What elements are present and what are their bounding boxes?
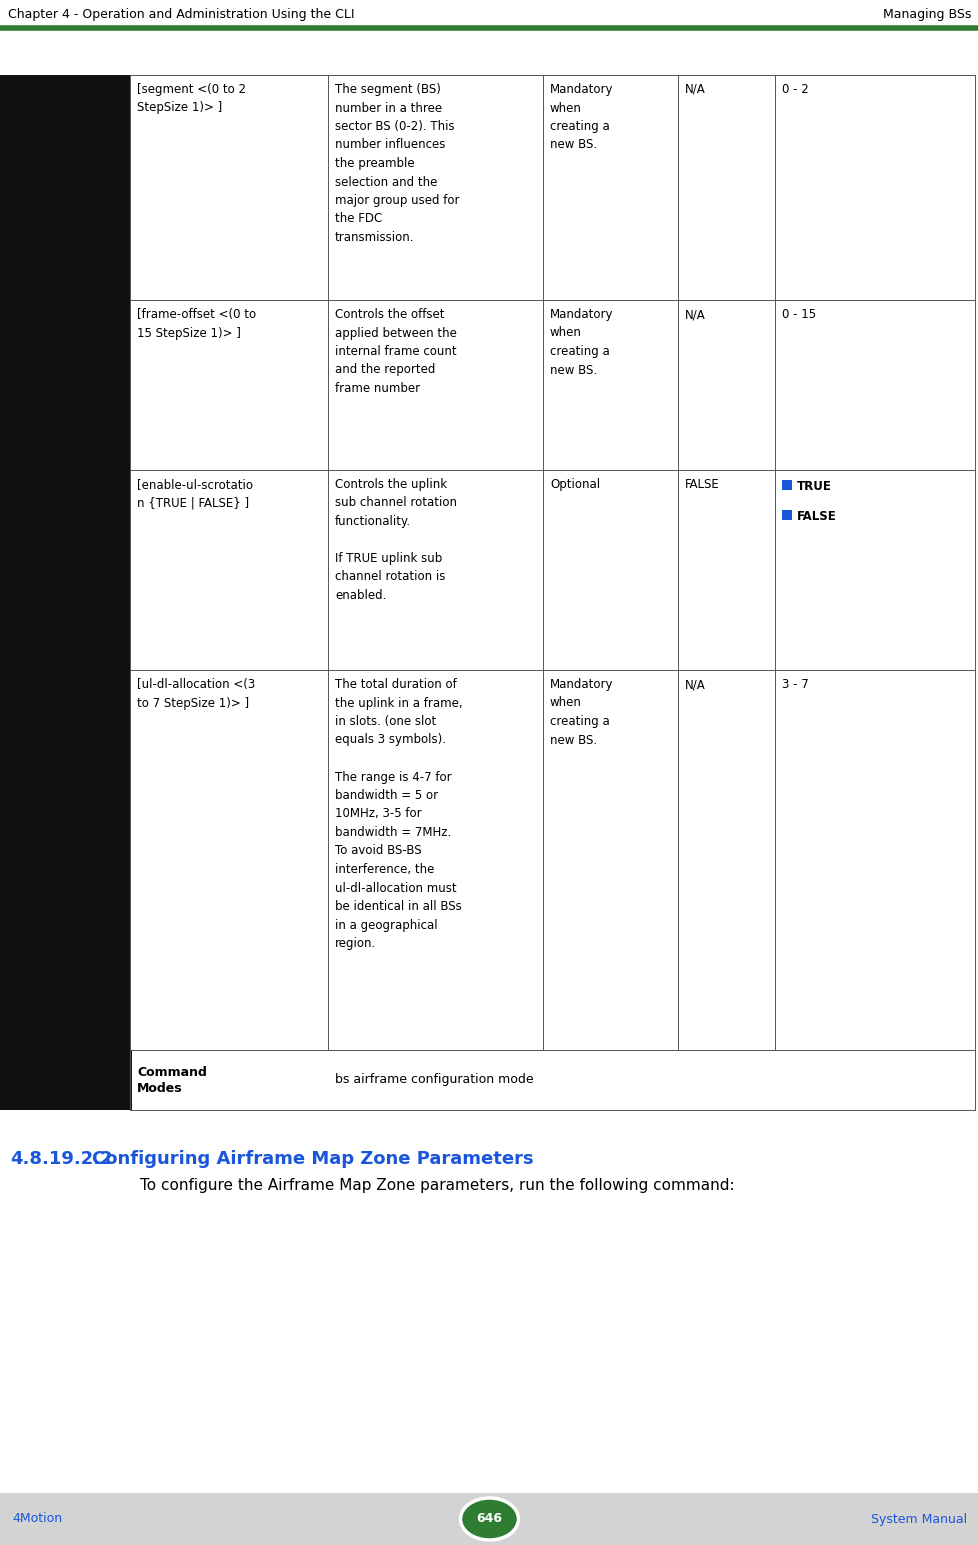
Text: Managing BSs: Managing BSs [882, 8, 970, 22]
Text: N/A: N/A [685, 678, 705, 691]
Bar [0, 1492, 978, 1545]
Ellipse shape [460, 1499, 518, 1540]
Text: Mandatory
when
creating a
new BS.: Mandatory when creating a new BS. [550, 307, 613, 377]
Text: System Manual: System Manual [870, 1513, 966, 1525]
Text: N/A: N/A [685, 83, 705, 96]
Text: Command
Modes: Command Modes [137, 1066, 206, 1094]
Text: Controls the offset
applied between the
internal frame count
and the reported
fr: Controls the offset applied between the … [334, 307, 457, 396]
Text: Mandatory
when
creating a
new BS.: Mandatory when creating a new BS. [550, 83, 613, 151]
Text: [enable-ul-scrotatio
n {TRUE | FALSE} ]: [enable-ul-scrotatio n {TRUE | FALSE} ] [137, 477, 252, 510]
Text: The segment (BS)
number in a three
sector BS (0-2). This
number influences
the p: The segment (BS) number in a three secto… [334, 83, 459, 244]
Text: 3 - 7: 3 - 7 [781, 678, 808, 691]
Bar [781, 480, 791, 490]
Text: To configure the Airframe Map Zone parameters, run the following command:: To configure the Airframe Map Zone param… [140, 1177, 734, 1193]
Text: 0 - 2: 0 - 2 [781, 83, 808, 96]
Text: Optional: Optional [550, 477, 600, 491]
Text: [frame-offset <(0 to
15 StepSize 1)> ]: [frame-offset <(0 to 15 StepSize 1)> ] [137, 307, 256, 340]
Text: 4Motion: 4Motion [12, 1513, 62, 1525]
Text: [ul-dl-allocation <(3
to 7 StepSize 1)> ]: [ul-dl-allocation <(3 to 7 StepSize 1)> … [137, 678, 255, 709]
Text: The total duration of
the uplink in a frame,
in slots. (one slot
equals 3 symbol: The total duration of the uplink in a fr… [334, 678, 463, 950]
Text: TRUE: TRUE [796, 480, 831, 493]
Text: FALSE: FALSE [796, 510, 836, 524]
Text: FALSE: FALSE [685, 477, 719, 491]
Text: bs airframe configuration mode: bs airframe configuration mode [334, 1074, 533, 1086]
Text: Configuring Airframe Map Zone Parameters: Configuring Airframe Map Zone Parameters [92, 1149, 533, 1168]
Bar [0, 1051, 132, 1109]
Bar [781, 510, 791, 521]
Bar [0, 76, 130, 1051]
Text: Controls the uplink
sub channel rotation
functionality.

If TRUE uplink sub
chan: Controls the uplink sub channel rotation… [334, 477, 457, 603]
Text: 4.8.19.2.2: 4.8.19.2.2 [10, 1149, 112, 1168]
Text: Mandatory
when
creating a
new BS.: Mandatory when creating a new BS. [550, 678, 613, 746]
Text: 646: 646 [476, 1513, 502, 1525]
Text: N/A: N/A [685, 307, 705, 321]
Text: [segment <(0 to 2
StepSize 1)> ]: [segment <(0 to 2 StepSize 1)> ] [137, 83, 245, 114]
Text: 0 - 15: 0 - 15 [781, 307, 816, 321]
Text: Chapter 4 - Operation and Administration Using the CLI: Chapter 4 - Operation and Administration… [8, 8, 354, 22]
